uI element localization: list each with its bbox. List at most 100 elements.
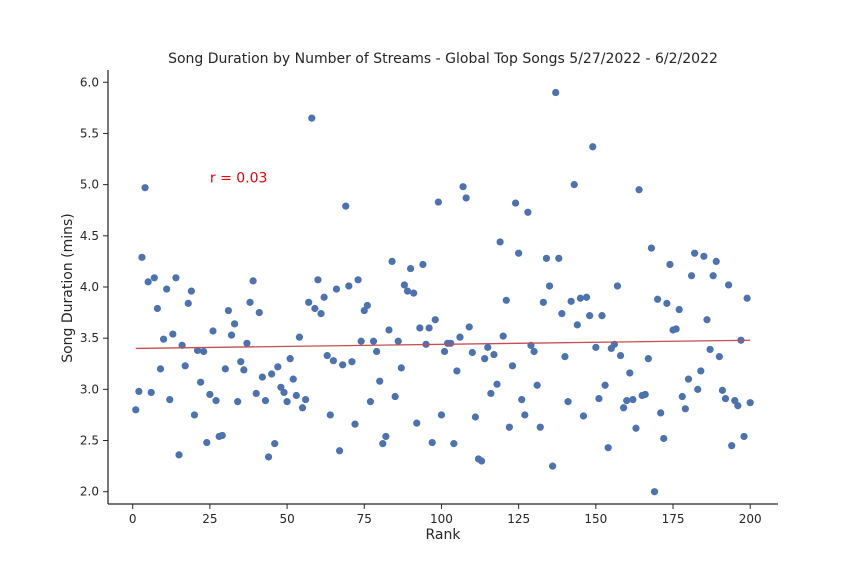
- data-point: [712, 257, 720, 266]
- data-point: [230, 320, 239, 328]
- chart-title: Song Duration by Number of Streams - Glo…: [168, 51, 718, 67]
- data-point: [413, 419, 421, 427]
- data-point: [511, 199, 520, 207]
- data-point: [447, 339, 455, 347]
- data-point: [703, 316, 711, 324]
- data-point: [724, 281, 733, 289]
- data-point: [308, 114, 316, 122]
- data-point: [567, 297, 575, 305]
- data-point: [552, 88, 560, 97]
- data-point: [357, 337, 365, 345]
- data-point: [286, 355, 294, 363]
- data-point: [305, 298, 313, 306]
- data-point: [203, 438, 211, 447]
- data-point: [660, 434, 668, 443]
- data-point: [348, 358, 356, 366]
- data-point: [521, 411, 529, 419]
- data-point: [718, 386, 727, 394]
- data-point: [317, 310, 325, 318]
- y-tick-label: 5.5: [80, 126, 99, 140]
- data-point: [508, 362, 517, 370]
- data-point: [632, 424, 640, 432]
- data-point: [234, 398, 242, 406]
- regression-line: [135, 339, 751, 350]
- data-point: [524, 208, 532, 216]
- data-point: [175, 451, 183, 459]
- data-point: [678, 392, 686, 401]
- data-point: [582, 293, 591, 301]
- data-point: [561, 353, 569, 361]
- data-point: [644, 355, 652, 363]
- x-tick-label: 25: [202, 512, 217, 526]
- data-point: [240, 366, 248, 374]
- data-point: [391, 392, 399, 401]
- data-point: [227, 331, 236, 339]
- data-point: [181, 362, 189, 370]
- data-point: [675, 305, 683, 314]
- data-point: [163, 285, 171, 293]
- data-point: [539, 298, 547, 306]
- x-tick-label: 200: [739, 512, 762, 526]
- data-point: [144, 278, 152, 286]
- data-point: [459, 183, 467, 191]
- data-point: [326, 411, 334, 419]
- data-point: [311, 304, 319, 313]
- data-point: [635, 186, 643, 194]
- data-point: [153, 304, 162, 313]
- data-point: [613, 282, 622, 290]
- data-point: [620, 404, 628, 412]
- y-tick-label: 3.5: [80, 331, 99, 345]
- data-point: [481, 355, 489, 363]
- data-point: [681, 405, 689, 413]
- x-axis-ticks: 0 25 50 75 100 125 150 175 200: [129, 504, 762, 526]
- data-point: [490, 350, 498, 359]
- data-point: [258, 373, 266, 381]
- data-point: [715, 353, 723, 361]
- data-point: [657, 409, 665, 417]
- x-tick-label: 100: [430, 512, 453, 526]
- data-points: [132, 88, 754, 496]
- data-point: [555, 254, 563, 262]
- data-point: [595, 394, 603, 403]
- data-point: [193, 346, 202, 355]
- data-point: [743, 294, 751, 302]
- data-point: [592, 343, 600, 351]
- data-point: [224, 306, 233, 315]
- x-tick-label: 125: [507, 512, 530, 526]
- data-point: [691, 249, 699, 257]
- data-point: [437, 411, 446, 419]
- data-point: [323, 351, 331, 360]
- data-point: [650, 488, 659, 496]
- data-point: [283, 398, 291, 406]
- x-tick-label: 50: [279, 512, 294, 526]
- data-point: [616, 351, 625, 360]
- data-point: [604, 444, 612, 452]
- data-point: [388, 257, 396, 266]
- data-point: [141, 184, 149, 192]
- data-point: [629, 395, 637, 404]
- data-point: [558, 310, 566, 318]
- data-point: [406, 264, 415, 273]
- data-point: [197, 378, 205, 386]
- data-point: [249, 277, 257, 285]
- data-point: [166, 395, 174, 404]
- data-point: [255, 308, 263, 317]
- data-point: [666, 260, 674, 269]
- data-point: [212, 397, 220, 405]
- data-point: [518, 395, 526, 404]
- data-point: [218, 431, 226, 440]
- data-point: [440, 347, 449, 356]
- data-point: [298, 404, 307, 412]
- data-point: [237, 358, 245, 366]
- data-point: [354, 276, 362, 284]
- data-point: [419, 260, 427, 269]
- data-point: [363, 301, 371, 310]
- data-point: [132, 406, 140, 414]
- data-point: [339, 361, 347, 369]
- data-point: [400, 281, 409, 289]
- data-point: [187, 287, 195, 295]
- data-point: [289, 375, 297, 383]
- data-point: [545, 282, 554, 290]
- data-point: [493, 380, 501, 388]
